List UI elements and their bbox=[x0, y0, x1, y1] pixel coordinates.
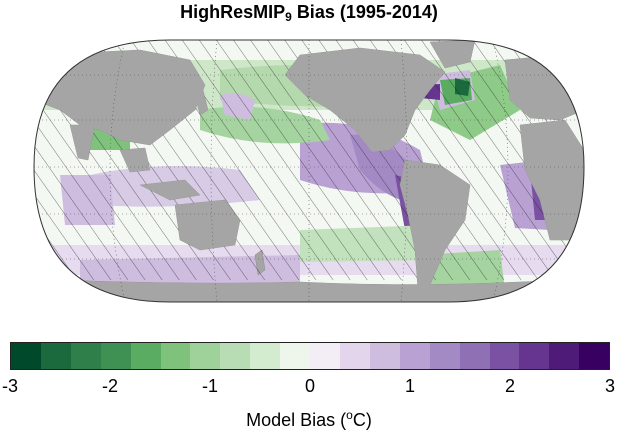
colorbar-segment bbox=[339, 343, 370, 369]
colorbar-tick-label: 0 bbox=[304, 376, 315, 396]
colorbar-label-unit: C) bbox=[352, 410, 372, 430]
colorbar-segment bbox=[519, 343, 550, 369]
colorbar-segment bbox=[160, 343, 191, 369]
colorbar-tick-label: -1 bbox=[201, 376, 218, 396]
colorbar bbox=[10, 342, 610, 370]
graticule bbox=[34, 40, 584, 302]
land-cover bbox=[34, 40, 584, 302]
colorbar-segment bbox=[280, 343, 311, 369]
colorbar-segment bbox=[100, 343, 131, 369]
globe-outline bbox=[33, 39, 585, 303]
colorbar-segment bbox=[130, 343, 161, 369]
colorbar-segment bbox=[489, 343, 520, 369]
colorbar-tick-label: 3 bbox=[604, 376, 615, 396]
colorbar-segment bbox=[369, 343, 400, 369]
colorbar-segment bbox=[220, 343, 251, 369]
colorbar-segment bbox=[399, 343, 430, 369]
colorbar-segment bbox=[250, 343, 281, 369]
colorbar-segment bbox=[579, 343, 610, 369]
colorbar-segment bbox=[429, 343, 460, 369]
figure-title: HighResMIP9 Bias (1995-2014) bbox=[0, 0, 618, 29]
colorbar-segment bbox=[70, 343, 101, 369]
bias-map bbox=[33, 39, 585, 303]
colorbar-label-degree: o bbox=[346, 408, 353, 422]
colorbar-tick-label: 1 bbox=[404, 376, 415, 396]
colorbar-tick-label: -2 bbox=[101, 376, 118, 396]
colorbar-segment bbox=[549, 343, 580, 369]
title-suffix: Bias (1995-2014) bbox=[296, 2, 438, 22]
colorbar-segment bbox=[459, 343, 490, 369]
colorbar-tick-label: 2 bbox=[504, 376, 515, 396]
colorbar-segment bbox=[190, 343, 221, 369]
title-subscript: 9 bbox=[285, 10, 292, 24]
colorbar-tick-label: -3 bbox=[1, 376, 18, 396]
colorbar-label: Model Bias (oC) bbox=[0, 404, 618, 431]
colorbar-segment bbox=[11, 343, 41, 369]
colorbar-segment bbox=[310, 343, 340, 369]
colorbar-segment bbox=[40, 343, 71, 369]
colorbar-label-main: Model Bias ( bbox=[246, 410, 347, 430]
title-text: HighResMIP bbox=[180, 2, 286, 22]
